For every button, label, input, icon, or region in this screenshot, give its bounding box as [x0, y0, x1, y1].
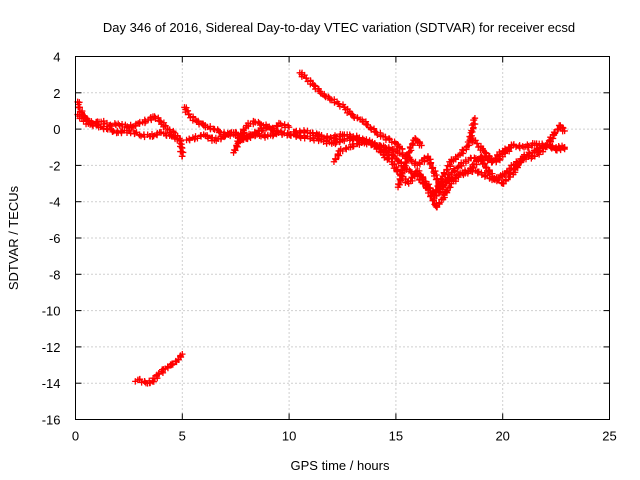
- y-tick-label: -4: [49, 195, 61, 210]
- x-tick-label: 10: [282, 429, 296, 444]
- x-tick-label: 20: [495, 429, 509, 444]
- y-tick-label: 2: [53, 86, 60, 101]
- series-arc-3: [132, 350, 186, 387]
- x-tick-label: 15: [389, 429, 403, 444]
- grid-lines: [75, 56, 610, 420]
- y-axis-label: SDTVAR / TECUs: [6, 185, 21, 290]
- y-tick-label: -12: [42, 340, 61, 355]
- y-tick-label: -16: [42, 413, 61, 428]
- y-tick-label: -14: [42, 376, 61, 391]
- series-arc-6: [230, 117, 293, 156]
- series-arc-9: [394, 134, 425, 191]
- series-arc-1: [74, 98, 187, 160]
- x-axis-label: GPS time / hours: [291, 458, 390, 473]
- series-trace: [231, 117, 292, 154]
- x-tick-label: 5: [179, 429, 186, 444]
- series-trace: [432, 142, 567, 200]
- plot-frame: [75, 56, 610, 420]
- series-arc-8: [330, 115, 479, 198]
- x-tick-label: 25: [602, 429, 616, 444]
- y-tick-label: -2: [49, 158, 61, 173]
- y-tick-label: -8: [49, 267, 61, 282]
- y-tick-label: -6: [49, 231, 61, 246]
- series-trace: [332, 116, 479, 198]
- y-tick-label: 4: [53, 50, 60, 65]
- series-arc-11: [467, 134, 515, 166]
- series-trace: [134, 352, 185, 387]
- series-arc-10: [431, 142, 568, 202]
- series-trace: [395, 135, 424, 188]
- data-series: [74, 69, 568, 387]
- y-tick-label: -10: [42, 304, 61, 319]
- series-trace: [298, 69, 406, 152]
- y-tick-label: 0: [53, 122, 60, 137]
- series-arc-7: [296, 69, 406, 153]
- series-arc-2: [74, 111, 184, 144]
- x-tick-label: 0: [72, 429, 79, 444]
- chart-title: Day 346 of 2016, Sidereal Day-to-day VTE…: [103, 20, 575, 35]
- series-trace: [76, 111, 184, 144]
- series-trace: [469, 134, 513, 166]
